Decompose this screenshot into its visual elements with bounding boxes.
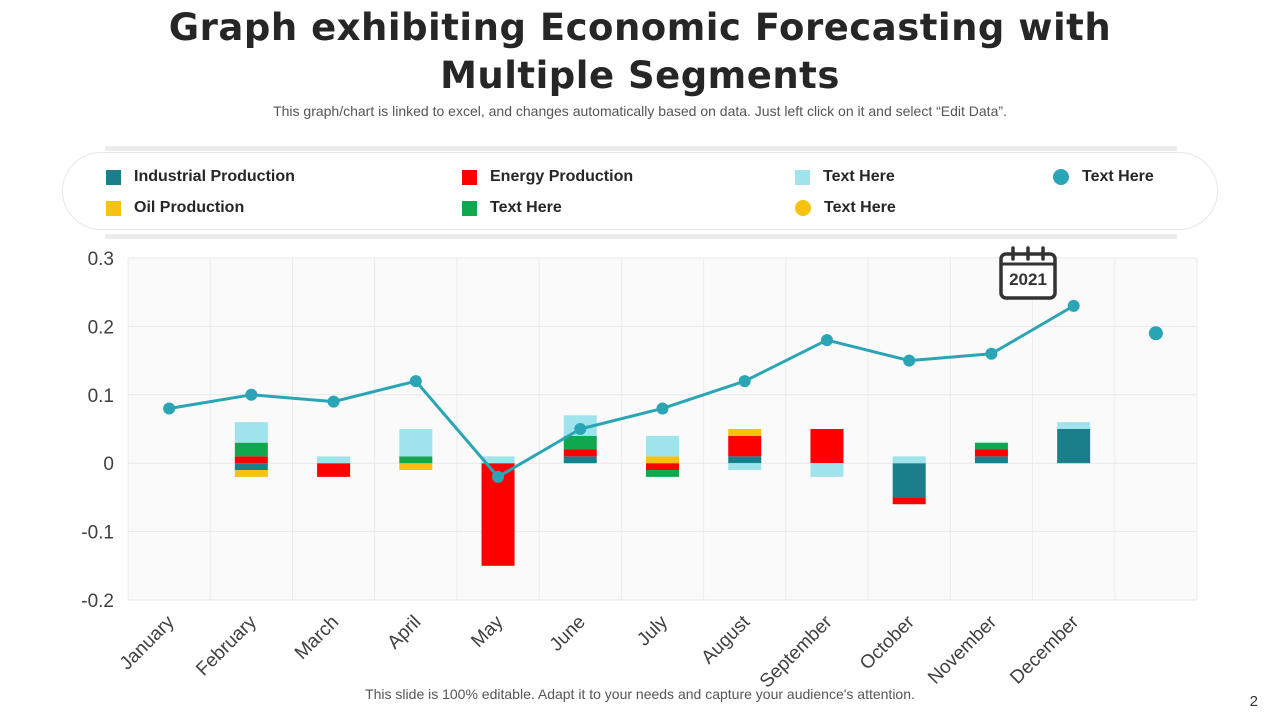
bar-segment bbox=[646, 435, 679, 457]
legend-item-text-here-line[interactable]: Text Here bbox=[1053, 168, 1154, 186]
x-tick-label: October bbox=[856, 611, 919, 674]
bar-segment bbox=[399, 429, 433, 457]
footer-note: This slide is 100% editable. Adapt it to… bbox=[365, 686, 915, 702]
extra-point bbox=[1148, 326, 1163, 341]
legend-item-industrial-production[interactable]: Industrial Production bbox=[106, 168, 295, 186]
legend-marker-teal-circle bbox=[1053, 169, 1069, 185]
legend-label: Text Here bbox=[823, 168, 895, 185]
y-tick-label: 0 bbox=[103, 454, 114, 475]
line-point bbox=[163, 402, 176, 415]
bar-segment bbox=[399, 463, 433, 471]
bar-segment bbox=[810, 463, 844, 477]
bar-segment bbox=[974, 442, 1008, 450]
bar-segment bbox=[563, 456, 597, 464]
bar-segment bbox=[646, 470, 679, 477]
line-point bbox=[738, 375, 751, 388]
page-number: 2 bbox=[1249, 693, 1258, 710]
legend-label: Energy Production bbox=[490, 168, 634, 185]
y-tick-label: -0.1 bbox=[81, 523, 114, 544]
line-series bbox=[168, 304, 1075, 479]
bar-segment bbox=[563, 435, 597, 450]
x-tick-label: June bbox=[546, 612, 590, 656]
legend-swatch-industrial bbox=[106, 169, 121, 185]
calendar-year: 2021 bbox=[1009, 270, 1047, 289]
x-tick-label: December bbox=[1006, 611, 1083, 688]
bar-segment bbox=[563, 449, 597, 457]
line-point bbox=[245, 388, 258, 401]
bar-segment bbox=[728, 456, 762, 464]
page-title: Graph exhibiting Economic Forecasting wi… bbox=[0, 4, 1280, 100]
x-tick-label: September bbox=[756, 611, 837, 692]
x-tick-label: March bbox=[291, 612, 343, 664]
x-tick-label: January bbox=[116, 611, 179, 674]
plot-area bbox=[128, 258, 1197, 600]
y-tick-label: 0.3 bbox=[88, 249, 114, 270]
bar-segment bbox=[234, 456, 268, 464]
legend-swatch-oil bbox=[106, 200, 121, 216]
legend-label: Text Here bbox=[824, 199, 896, 216]
bar-segment bbox=[728, 435, 762, 457]
bar-segment bbox=[810, 429, 844, 464]
bar-segment bbox=[317, 456, 351, 464]
y-tick-label: -0.2 bbox=[81, 591, 114, 612]
bar-segment bbox=[728, 429, 762, 436]
bar-segment bbox=[234, 422, 268, 443]
title-line-2: Multiple Segments bbox=[440, 54, 840, 97]
legend-divider-bottom bbox=[105, 234, 1177, 239]
bar-segment bbox=[728, 463, 762, 471]
bar-segment bbox=[481, 456, 515, 464]
legend-swatch-energy bbox=[462, 169, 477, 185]
line-point bbox=[492, 470, 505, 483]
x-tick-label: August bbox=[698, 611, 755, 668]
line-point bbox=[985, 347, 998, 360]
legend-item-text-here-light[interactable]: Text Here bbox=[795, 168, 895, 186]
legend bbox=[62, 152, 1218, 230]
bar-segment bbox=[892, 463, 926, 498]
bar-segment bbox=[974, 449, 1008, 457]
bar-segment bbox=[646, 456, 679, 464]
line-point bbox=[1067, 299, 1080, 312]
subtitle: This graph/chart is linked to excel, and… bbox=[273, 103, 1007, 119]
legend-item-energy-production[interactable]: Energy Production bbox=[462, 168, 633, 186]
legend-label: Oil Production bbox=[134, 199, 245, 216]
x-tick-label: May bbox=[467, 611, 508, 652]
bar-segment bbox=[1057, 422, 1091, 429]
bar-segment bbox=[234, 470, 268, 477]
bar-segment bbox=[234, 442, 268, 457]
legend-label: Text Here bbox=[1082, 168, 1154, 185]
line-point bbox=[574, 423, 587, 435]
line-point bbox=[820, 334, 833, 347]
bar-segment bbox=[234, 463, 268, 471]
legend-label: Text Here bbox=[490, 199, 562, 216]
x-tick-label: April bbox=[384, 612, 426, 654]
bar-segment bbox=[974, 456, 1008, 464]
legend-swatch-light-blue bbox=[795, 169, 810, 185]
bar-segment bbox=[892, 497, 926, 505]
legend-item-text-here-green[interactable]: Text Here bbox=[462, 199, 562, 217]
title-line-1: Graph exhibiting Economic Forecasting wi… bbox=[168, 6, 1112, 49]
line-point bbox=[903, 354, 916, 367]
legend-marker-yellow-circle bbox=[795, 200, 811, 216]
x-tick-label: November bbox=[924, 611, 1001, 688]
y-tick-label: 0.1 bbox=[88, 386, 114, 407]
legend-item-oil-production[interactable]: Oil Production bbox=[106, 199, 244, 217]
bar-segment bbox=[892, 456, 926, 464]
line-point bbox=[656, 402, 669, 415]
line-point bbox=[327, 395, 340, 408]
bar-segment bbox=[399, 456, 433, 464]
legend-label: Industrial Production bbox=[134, 168, 295, 185]
bar-segment bbox=[1057, 429, 1091, 464]
x-tick-label: July bbox=[633, 611, 672, 650]
x-tick-label: February bbox=[192, 611, 261, 680]
bar-segment bbox=[646, 463, 679, 471]
calendar-icon: 2021 bbox=[999, 246, 1057, 300]
legend-swatch-green bbox=[462, 200, 477, 216]
y-tick-label: 0.2 bbox=[88, 317, 114, 338]
line-point bbox=[409, 375, 422, 388]
bar-segment bbox=[317, 463, 351, 477]
legend-item-text-here-yellow-dot[interactable]: Text Here bbox=[795, 199, 896, 217]
legend-divider-top bbox=[105, 146, 1177, 151]
